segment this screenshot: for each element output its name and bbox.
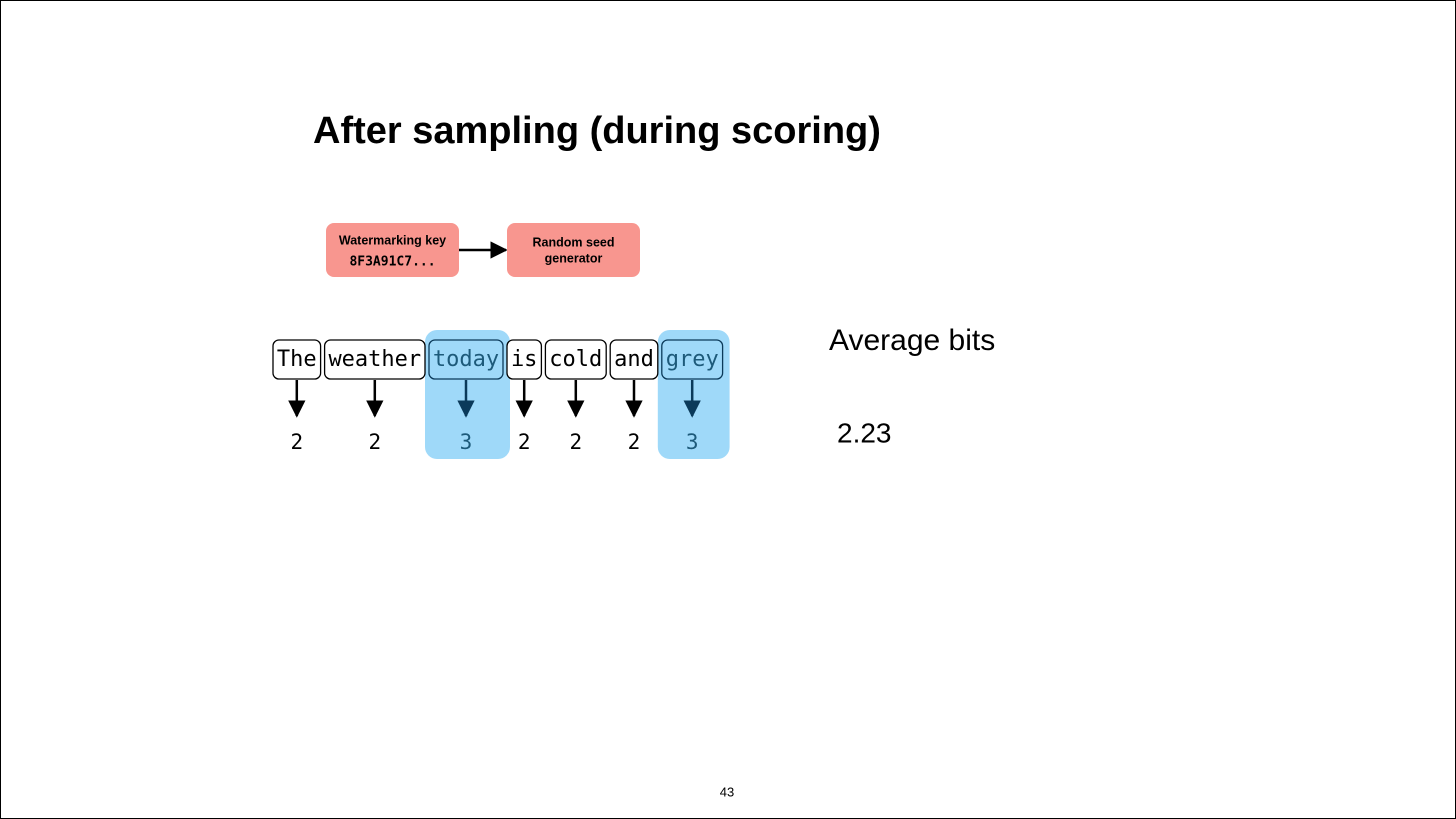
token-row: The 2 weather 2 today 3 is 2 cold 2 and 2 grey 3 bbox=[272, 330, 730, 459]
token-score: 2 bbox=[368, 430, 381, 454]
token-score: 2 bbox=[569, 430, 582, 454]
seed-box bbox=[507, 223, 640, 277]
slide-title: After sampling (during scoring) bbox=[313, 110, 881, 152]
token-word: grey bbox=[666, 347, 719, 372]
token-word: weather bbox=[328, 347, 421, 372]
token-score: 3 bbox=[686, 430, 699, 454]
token-box bbox=[323, 339, 426, 380]
token-score: 2 bbox=[628, 430, 641, 454]
token-score: 2 bbox=[518, 430, 531, 454]
token-box bbox=[428, 339, 504, 380]
token-word: The bbox=[277, 347, 317, 372]
token-box bbox=[609, 339, 659, 380]
key-label: Watermarking key bbox=[339, 233, 446, 247]
token-score: 3 bbox=[460, 430, 473, 454]
page-number: 43 bbox=[720, 784, 734, 799]
highlight bbox=[657, 330, 730, 459]
highlight bbox=[425, 330, 510, 459]
token-box bbox=[272, 339, 322, 380]
token-box bbox=[544, 339, 607, 380]
key-value: 8F3A91C7... bbox=[349, 255, 435, 270]
seed-label: generator bbox=[545, 251, 603, 265]
token-score: 2 bbox=[290, 430, 303, 454]
seed-label: Random seed bbox=[533, 235, 615, 249]
token-box bbox=[661, 339, 724, 380]
token-word: cold bbox=[549, 347, 602, 372]
token-word: today bbox=[433, 347, 499, 372]
token-word: and bbox=[614, 347, 654, 372]
average-label: Average bits bbox=[829, 324, 995, 357]
average-value: 2.23 bbox=[837, 417, 892, 448]
token-word: is bbox=[511, 347, 538, 372]
token-box bbox=[506, 339, 543, 380]
key-box bbox=[326, 223, 459, 277]
